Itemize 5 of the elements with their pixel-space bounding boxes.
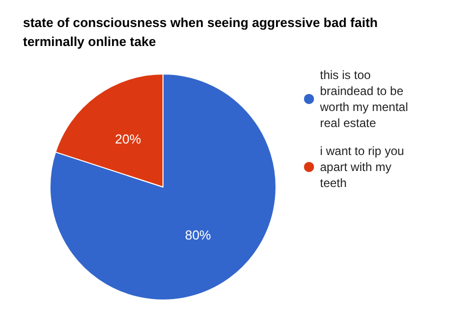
legend-label: this is too braindead to be worth my mental real estate [319, 68, 412, 130]
legend-label: i want to rip you apart with my teeth [320, 144, 408, 190]
chart-title: state of consciousness when seeing aggressive bad faith terminally online take [23, 15, 382, 49]
data-label: 80% [184, 228, 212, 243]
data-label: 20% [115, 131, 142, 146]
